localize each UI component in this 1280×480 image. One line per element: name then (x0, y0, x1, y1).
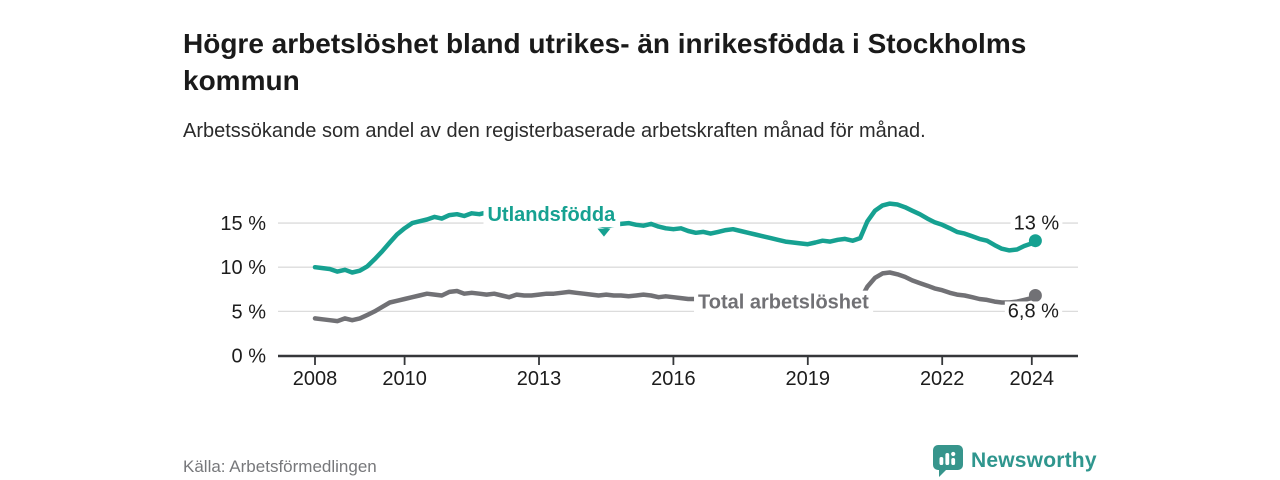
y-axis-tick-label: 5 % (232, 301, 267, 323)
series-end-value-utlandsfodda: 13 % (1014, 213, 1060, 235)
end-value-bg-total (1004, 301, 1063, 322)
bar-chart-speech-bubble-icon (933, 444, 963, 478)
series-end-dot-utlandsfodda (1028, 234, 1042, 248)
logo-wordmark: Newsworthy (971, 449, 1097, 472)
x-axis-tick-label: 2008 (293, 368, 338, 390)
y-axis-tick-label: 0 % (232, 346, 267, 368)
series-line-total (312, 270, 1038, 324)
series-line-utlandsfodda (312, 201, 1038, 275)
series-end-value-total: 6,8 % (1008, 300, 1059, 322)
x-axis-tick-label: 2016 (651, 368, 696, 390)
y-axis-tick-label: 15 % (220, 213, 266, 235)
series-label-utlandsfodda: Utlandsfödda (487, 204, 616, 226)
series-label-bg-utlandsfodda (483, 203, 621, 228)
label-pointer-triangle (597, 228, 611, 237)
x-axis-tick-label: 2010 (382, 368, 427, 390)
end-value-bg-utlandsfodda (1010, 213, 1063, 234)
series-end-dot-total (1028, 288, 1042, 302)
chart-subtitle: Arbetssökande som andel av den registerb… (183, 120, 926, 142)
series-label-total: Total arbetslöshet (698, 292, 869, 314)
x-axis-tick-label: 2019 (786, 368, 831, 390)
x-axis-tick-label: 2022 (920, 368, 965, 390)
x-axis-tick-label: 2024 (1010, 368, 1055, 390)
newsworthy-logo: Newsworthy (933, 444, 1097, 478)
source-note: Källa: Arbetsförmedlingen (183, 457, 377, 476)
chart-title: Högre arbetslöshet bland utrikes- än inr… (183, 27, 1027, 96)
x-axis-tick-label: 2013 (517, 368, 562, 390)
y-axis-tick-label: 10 % (220, 257, 266, 279)
series-label-bg-total (694, 290, 874, 315)
